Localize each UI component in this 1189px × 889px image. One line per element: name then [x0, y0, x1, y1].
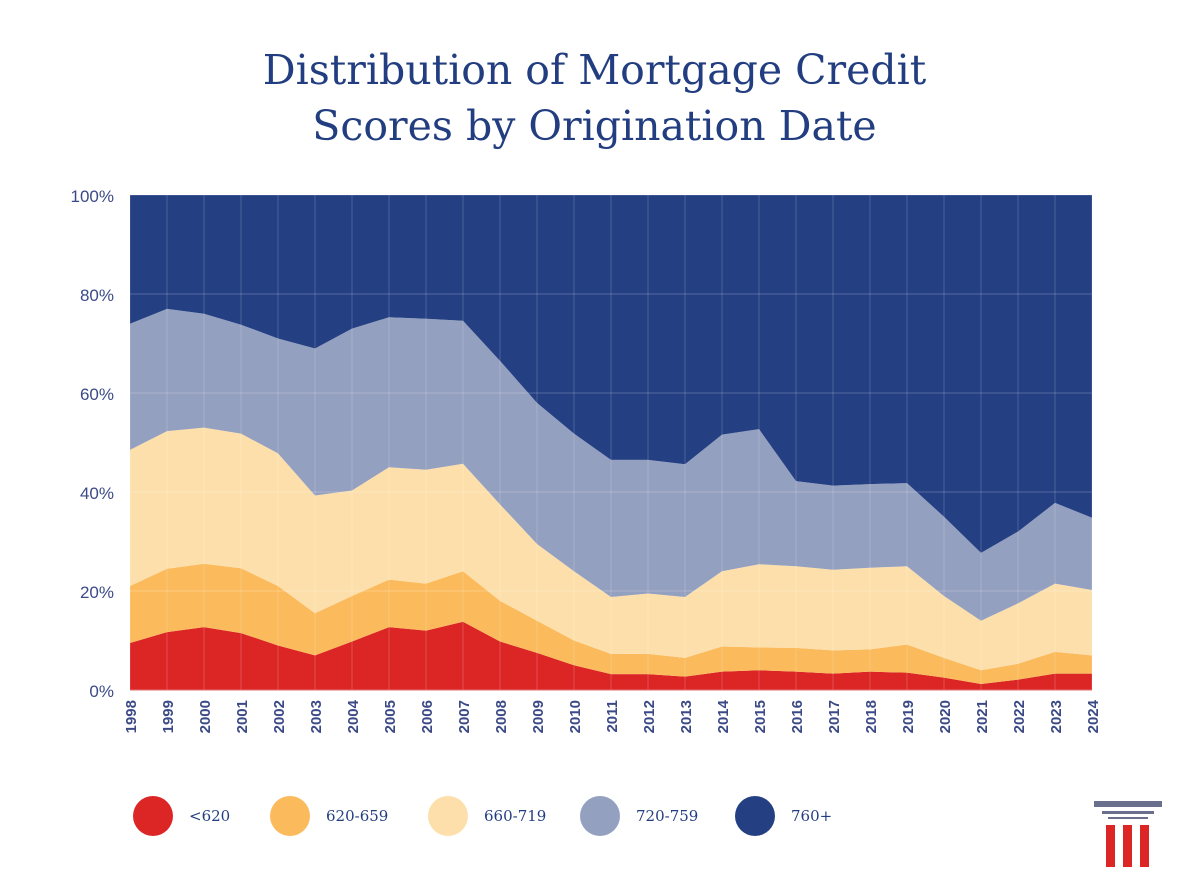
legend-item: <620 [133, 796, 230, 836]
legend-label: 720-759 [636, 807, 699, 825]
x-tick-label: 2009 [530, 700, 547, 733]
x-tick-label: 2014 [715, 699, 732, 733]
x-tick-label: 1999 [160, 700, 177, 733]
x-tick-label: 2004 [345, 699, 362, 733]
x-tick-label: 2022 [1011, 700, 1028, 733]
legend-label: 660-719 [484, 807, 547, 825]
x-tick-label: 2007 [456, 700, 473, 733]
legend-label: 760+ [791, 807, 833, 825]
area-series-620659 [130, 563, 1092, 685]
x-tick-label: 2016 [789, 700, 806, 733]
x-tick-label: 2023 [1048, 700, 1065, 733]
y-tick-label: 0% [89, 682, 114, 701]
y-tick-label: 80% [80, 286, 114, 305]
area-series-620 [130, 621, 1092, 690]
area-series-760+ [130, 195, 1092, 553]
y-tick-label: 60% [80, 385, 114, 404]
chart-title-line-2: Scores by Origination Date [312, 102, 877, 150]
x-tick-label: 2021 [974, 700, 991, 733]
x-tick-label: 1998 [123, 700, 140, 733]
legend-swatch [580, 796, 620, 836]
x-tick-label: 2017 [826, 700, 843, 733]
area-series-660719 [130, 427, 1092, 671]
legend: <620 620-659 660-719 720-759 760+ [0, 796, 1189, 836]
legend-item: 620-659 [270, 796, 388, 836]
legend-item: 720-759 [580, 796, 698, 836]
x-tick-label: 2003 [308, 700, 325, 733]
legend-item: 760+ [735, 796, 832, 836]
legend-swatch [133, 796, 173, 836]
x-tick-label: 2006 [419, 700, 436, 733]
legend-item: 660-719 [428, 796, 546, 836]
x-tick-label: 2015 [752, 700, 769, 733]
x-tick-label: 2012 [641, 700, 658, 733]
legend-swatch [428, 796, 468, 836]
x-tick-label: 2005 [382, 700, 399, 733]
x-tick-label: 2002 [271, 700, 288, 733]
x-tick-label: 2020 [937, 700, 954, 733]
y-tick-label: 40% [80, 484, 114, 503]
x-tick-label: 2018 [863, 700, 880, 733]
x-tick-label: 2000 [197, 700, 214, 733]
legend-swatch [735, 796, 775, 836]
x-tick-label: 2011 [604, 700, 621, 733]
legend-label: <620 [189, 807, 231, 825]
x-tick-label: 2019 [900, 700, 917, 733]
x-tick-label: 2008 [493, 700, 510, 733]
chart-title-line-1: Distribution of Mortgage Credit [262, 46, 927, 94]
x-tick-label: 2024 [1085, 699, 1102, 733]
area-series-720759 [130, 308, 1092, 621]
x-tick-label: 2013 [678, 700, 695, 733]
legend-swatch [270, 796, 310, 836]
chart-title: Distribution of Mortgage Credit Scores b… [0, 42, 1189, 154]
x-tick-label: 2001 [234, 700, 251, 733]
x-tick-label: 2010 [567, 700, 584, 733]
logo-columns-icon [1094, 801, 1162, 867]
legend-label: 620-659 [326, 807, 389, 825]
y-tick-label: 100% [71, 187, 114, 206]
y-tick-label: 20% [80, 583, 114, 602]
